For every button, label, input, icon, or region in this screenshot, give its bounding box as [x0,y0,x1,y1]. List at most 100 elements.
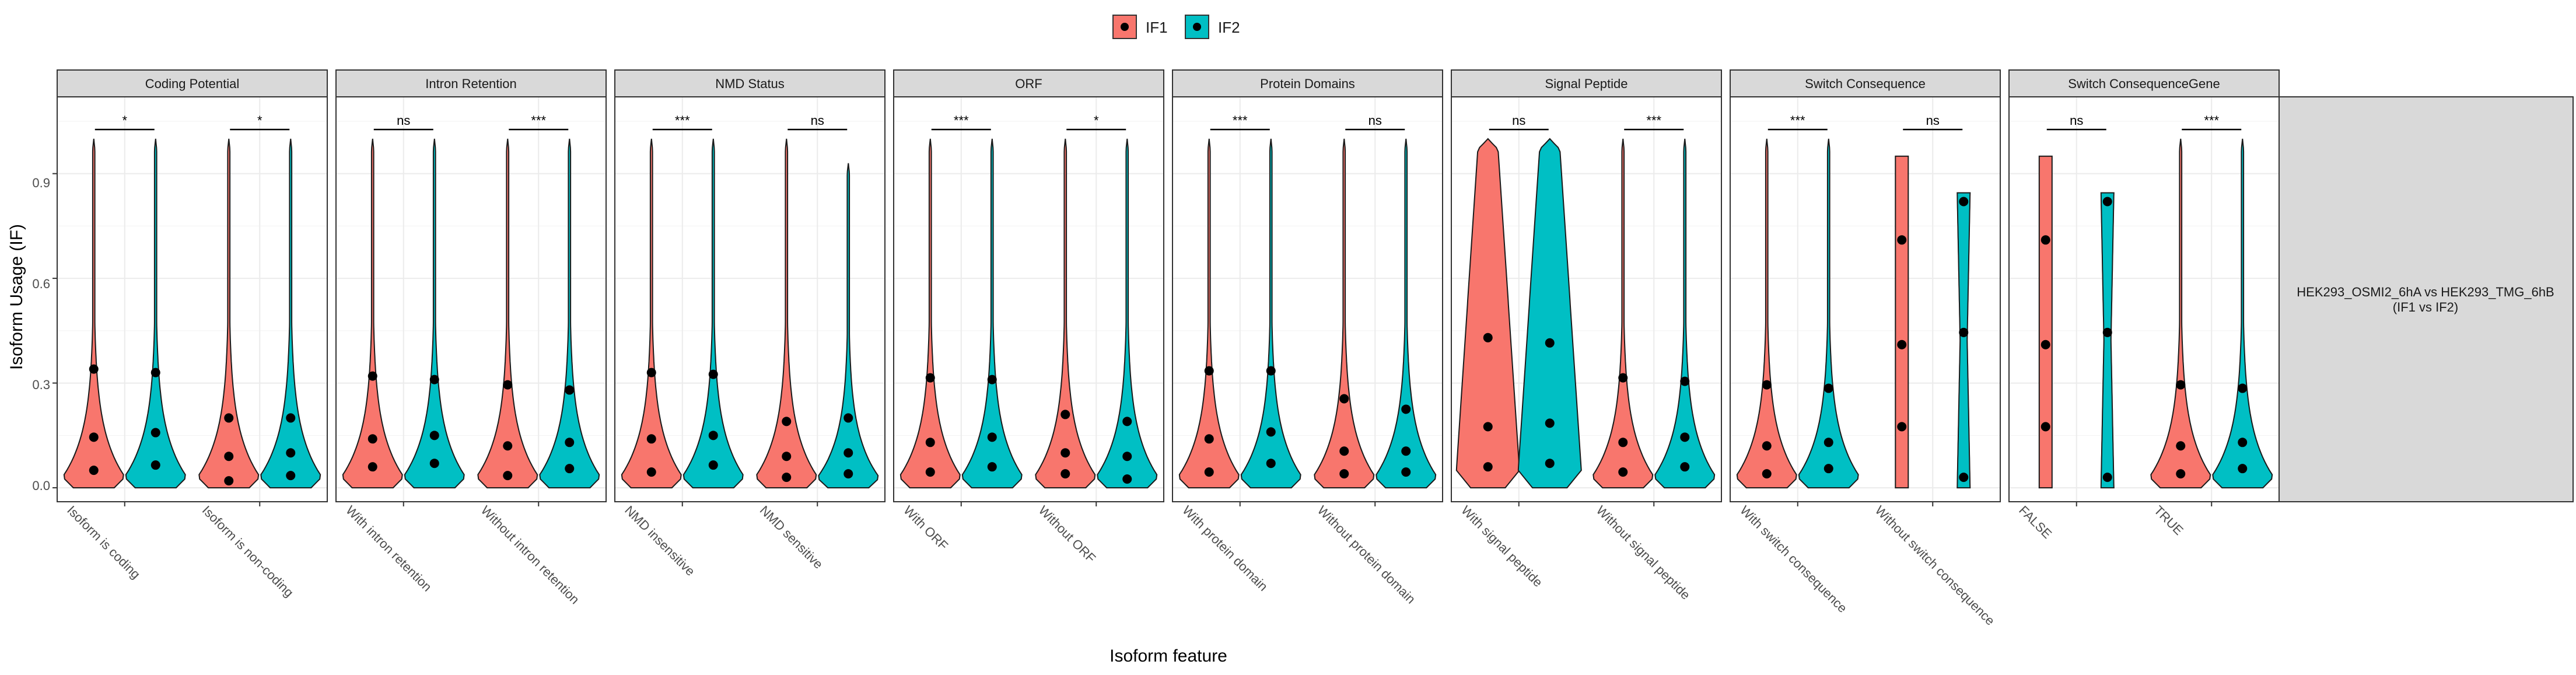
quantile-point [1122,452,1132,461]
quantile-point [1824,464,1833,474]
quantile-point [1122,474,1132,484]
quantile-point [1060,410,1070,419]
quantile-point [286,448,296,458]
quantile-point [708,460,718,470]
facet-strip-label: Switch Consequence [1805,76,1926,91]
quantile-point [1060,469,1070,479]
violin-if2 [2100,192,2115,489]
quantile-point [925,373,935,383]
legend: IF1 IF2 [1112,15,1240,39]
quantile-point [1897,340,1907,349]
violin-if2 [539,138,600,489]
quantile-point [1762,469,1772,479]
quantile-point [1483,462,1493,472]
significance-label: ns [1368,113,1382,128]
legend-key-if2-dot [1193,23,1201,31]
violin-if1 [2150,138,2211,489]
quantile-point [429,375,439,384]
ytick-label: 0.0 [32,478,50,493]
quantile-point [1897,422,1907,432]
quantile-point [368,434,377,444]
violin-if1 [1455,138,1520,489]
panel-border [1172,96,1443,502]
quantile-point [1824,383,1833,393]
significance-label: *** [954,113,969,128]
row-strip: HEK293_OSMI2_6hA vs HEK293_TMG_6hB (IF1 … [2277,96,2574,502]
quantile-point [782,473,792,482]
quantile-point [224,452,234,461]
quantile-point [1060,448,1070,458]
quantile-point [1204,366,1214,376]
panel-border [893,96,1164,502]
quantile-point [1545,418,1555,428]
quantile-point [89,466,99,475]
violin-if2 [1798,138,1859,489]
quantile-point [1339,394,1349,404]
violin-if2 [404,138,465,489]
quantile-point [429,431,439,440]
quantile-point [1339,469,1349,479]
quantile-point [2041,340,2050,349]
quantile-point [1545,459,1555,468]
row-strip-box [2277,96,2574,502]
ytick-label: 0.3 [32,377,50,392]
quantile-point [89,432,99,442]
quantile-point [782,417,792,426]
violin-if2 [818,163,879,489]
facet-panel: ORF***With ORF*Without ORF [893,69,1164,565]
ytick-label: 0.9 [32,176,50,190]
quantile-point [89,364,99,374]
quantile-point [987,432,997,442]
quantile-point [1266,427,1276,437]
facet-strip [2008,69,2280,97]
quantile-point [925,467,935,477]
row-strip-line1: HEK293_OSMI2_6hA vs HEK293_TMG_6hB [2297,285,2554,299]
quantile-point [1959,473,1969,482]
quantile-point [2238,438,2248,447]
violin-if1 [1736,138,1797,489]
facet-strip-label: Coding Potential [145,76,239,91]
violin-if2 [1097,138,1158,489]
y-axis-title: Isoform Usage (IF) [7,224,26,370]
quantile-point [150,428,160,438]
panel-border [57,96,328,502]
significance-label: ns [2070,113,2083,128]
violin-if2 [1376,138,1437,489]
quantile-point [565,438,575,447]
quantile-point [708,369,718,379]
quantile-point [1959,197,1969,207]
facet-strip [614,69,886,97]
quantile-point [286,413,296,423]
violin-if1 [1314,138,1375,489]
quantile-point [1618,467,1628,477]
significance-label: *** [1790,113,1805,128]
significance-label: * [257,113,262,128]
panel-border [335,96,607,502]
violin-if1 [1895,155,1909,489]
quantile-point [987,462,997,472]
quantile-point [1897,235,1907,245]
violin-if2 [2212,138,2273,489]
significance-label: *** [1646,113,1661,128]
quantile-point [224,476,234,486]
facet-strip [1451,69,1722,97]
panel-border [2008,96,2280,502]
violin-if2 [961,138,1023,489]
quantile-point [1204,467,1214,477]
quantile-point [2238,464,2248,474]
quantile-point [224,413,234,423]
quantile-point [2041,235,2050,245]
row-strip-line2: (IF1 vs IF2) [2393,300,2458,314]
x-axis-title: Isoform feature [1110,646,1227,666]
quantile-point [1339,446,1349,456]
quantile-point [2102,327,2112,337]
violin-if2 [1517,138,1582,489]
facet-strip [893,69,1164,97]
significance-label: ns [397,113,410,128]
quantile-point [503,441,513,451]
quantile-point [1618,438,1628,447]
violin-if1 [756,138,817,489]
quantile-point [1483,333,1493,342]
quantile-point [1401,467,1411,477]
